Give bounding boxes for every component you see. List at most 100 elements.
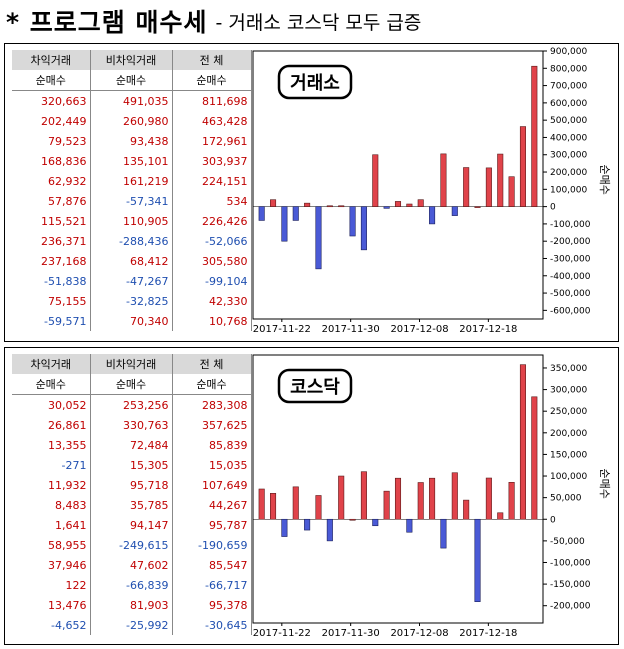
table-cell: 236,371 [12, 231, 91, 251]
market-badge-label: 코스닥 [290, 377, 340, 398]
bar [406, 518, 413, 533]
kosdaq-bar-chart: 350,000 300,000 250,000 200,000 150,000 100,0… [252, 354, 611, 639]
x-tick-label: 2017-11-30 [322, 324, 380, 335]
y-tick-label: -400,000 [550, 272, 591, 282]
y-tick-label: 250,000 [550, 407, 587, 417]
bar [360, 206, 367, 251]
bar [292, 206, 299, 221]
bar [326, 205, 333, 208]
table-cell: 357,625 [172, 415, 252, 435]
table-row: 122 -66,839 -66,717 [12, 575, 252, 595]
market-badge [277, 368, 353, 404]
table-cell: 110,905 [90, 211, 173, 231]
table-row: -4,652 -25,992 -30,645 [12, 615, 252, 635]
table-cell: 95,378 [172, 595, 252, 615]
bar [519, 126, 526, 207]
table-cell: -59,571 [12, 311, 91, 331]
y-tick-label: 0 [550, 203, 556, 213]
table-cell: 15,035 [172, 455, 252, 475]
market-badge-label: 거래소 [290, 73, 340, 94]
y-tick-label: 350,000 [550, 364, 587, 374]
y-tick-label: 150,000 [550, 450, 587, 460]
table-cell: 13,476 [12, 595, 91, 615]
table-row: 8,483 35,785 44,267 [12, 495, 252, 515]
bar [508, 482, 515, 520]
table-cell: 534 [172, 191, 252, 211]
bar [474, 518, 481, 602]
y-tick-label: 200,000 [550, 429, 587, 439]
bar [406, 203, 413, 207]
bar [372, 154, 379, 207]
bar [315, 495, 322, 520]
bar [508, 176, 515, 207]
y-tick-label: -50,000 [550, 537, 585, 547]
table-cell: 42,330 [172, 291, 252, 311]
table-cell: 168,836 [12, 151, 91, 171]
table-cell: 68,412 [90, 251, 173, 271]
bar [531, 396, 538, 520]
table-row: 168,836 135,101 303,937 [12, 151, 252, 171]
bar [531, 65, 538, 207]
y-tick-label: -150,000 [550, 580, 591, 590]
table-row: 62,932 161,219 224,151 [12, 171, 252, 191]
y-tick-label: -600,000 [550, 306, 591, 316]
y-tick-label: 100,000 [550, 185, 587, 195]
bar [281, 206, 288, 242]
table-cell: 122 [12, 575, 91, 595]
y-tick-label: 100,000 [550, 472, 587, 482]
table-row: 115,521 110,905 226,426 [12, 211, 252, 231]
table-cell: 72,484 [90, 435, 173, 455]
x-tick-label: 2017-11-30 [322, 628, 380, 639]
bar [258, 488, 265, 520]
kosdaq-panel: 차익거래 비차익거래 전 체 순매수 순매수 순매수 30,052 253,256 283,30… [4, 347, 619, 645]
y-axis-label: 순매수 [598, 468, 611, 498]
bar [429, 477, 436, 520]
table-cell: 85,547 [172, 555, 252, 575]
bar [326, 518, 333, 542]
table-subheader: 순매수 [12, 70, 91, 91]
table-cell: 26,861 [12, 415, 91, 435]
y-tick-label: -100,000 [550, 558, 591, 568]
table-subheader: 순매수 [90, 70, 173, 91]
bar [258, 206, 265, 221]
table-cell: 30,052 [12, 394, 91, 415]
table-row: 57,876 -57,341 534 [12, 191, 252, 211]
table-row: 75,155 -32,825 42,330 [12, 291, 252, 311]
x-tick-label: 2017-12-08 [390, 324, 448, 335]
bar [440, 518, 447, 549]
table-cell: 491,035 [90, 90, 173, 111]
table-cell: 811,698 [172, 90, 252, 111]
bar [497, 512, 504, 520]
y-axis-label: 순매수 [598, 164, 611, 194]
table-cell: -271 [12, 455, 91, 475]
bar [474, 206, 481, 208]
table-row: 11,932 95,718 107,649 [12, 475, 252, 495]
table-header: 비차익거래 [90, 354, 173, 374]
table-cell: -288,436 [90, 231, 173, 251]
y-tick-label: -500,000 [550, 289, 591, 299]
y-tick-label: 600,000 [550, 99, 587, 109]
y-tick-label: 300,000 [550, 151, 587, 161]
table-cell: 107,649 [172, 475, 252, 495]
table-cell: 135,101 [90, 151, 173, 171]
bar [349, 518, 356, 521]
table-cell: -57,341 [90, 191, 173, 211]
table-cell: 94,147 [90, 515, 173, 535]
y-tick-label: -300,000 [550, 254, 591, 264]
table-cell: -66,839 [90, 575, 173, 595]
table-row: 26,861 330,763 357,625 [12, 415, 252, 435]
table-subheader: 순매수 [90, 374, 173, 395]
kosdaq-program-table: 차익거래 비차익거래 전 체 순매수 순매수 순매수 30,052 253,256 283,30… [12, 354, 252, 635]
table-cell: 47,602 [90, 555, 173, 575]
table-row: -51,838 -47,267 -99,104 [12, 271, 252, 291]
y-tick-label: 400,000 [550, 133, 587, 143]
y-tick-label: 200,000 [550, 168, 587, 178]
table-cell: 463,428 [172, 111, 252, 131]
bar [270, 493, 277, 520]
bar [429, 206, 436, 225]
market-badge [277, 64, 353, 100]
bar [463, 167, 470, 207]
table-cell: 62,932 [12, 171, 91, 191]
bar [417, 199, 424, 207]
bar [270, 199, 277, 207]
